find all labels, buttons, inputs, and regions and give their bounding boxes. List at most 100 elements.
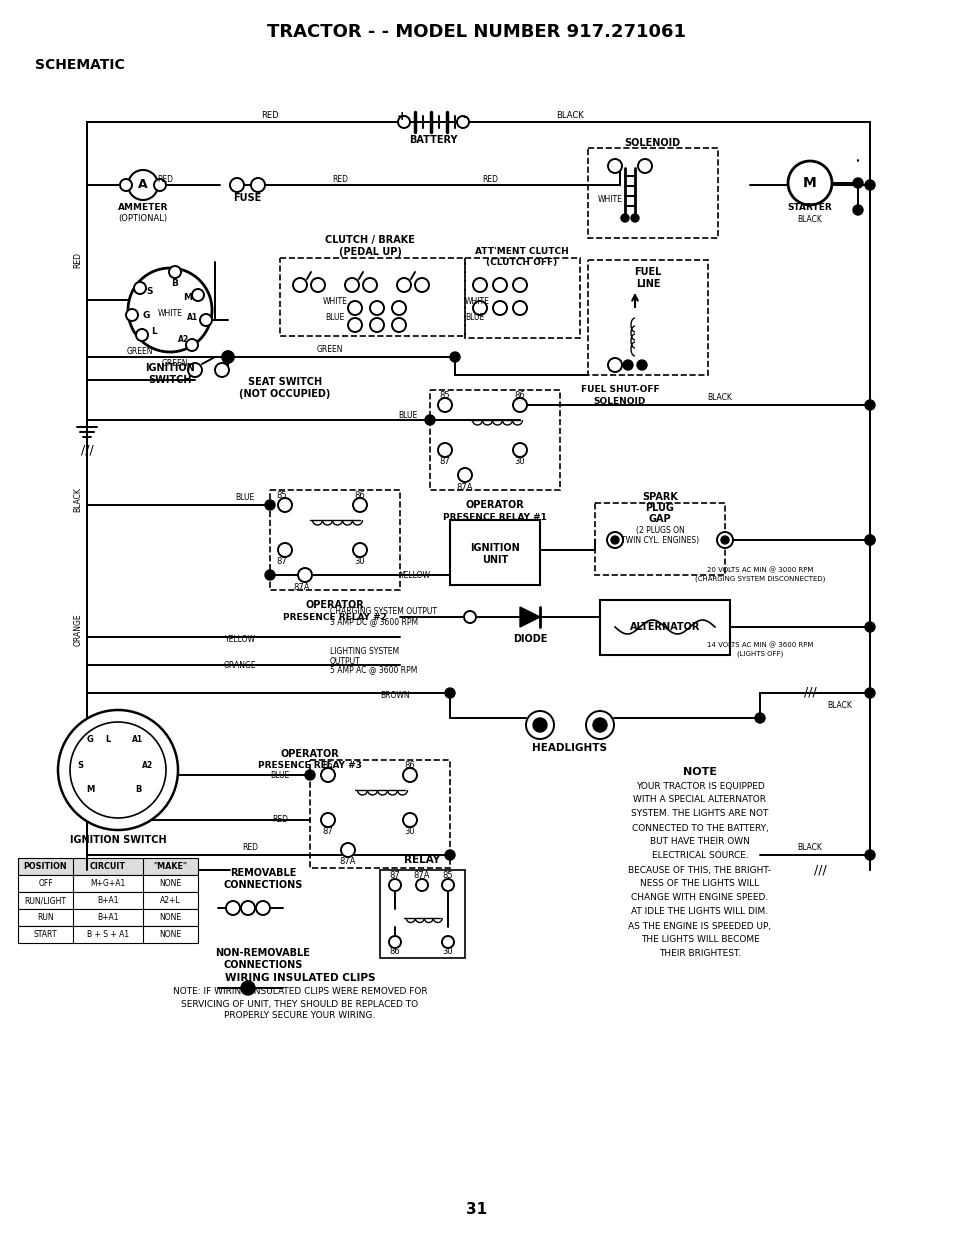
Text: NESS OF THE LIGHTS WILL: NESS OF THE LIGHTS WILL [639, 880, 759, 888]
Text: 86: 86 [389, 948, 400, 957]
Circle shape [230, 178, 244, 192]
Text: (LIGHTS OFF): (LIGHTS OFF) [736, 650, 782, 657]
Text: GAP: GAP [648, 514, 671, 524]
Text: RELAY: RELAY [403, 855, 439, 865]
Circle shape [188, 363, 202, 377]
Text: 87A: 87A [339, 857, 355, 866]
Text: WIRING INSULATED CLIPS: WIRING INSULATED CLIPS [225, 973, 375, 983]
Text: 87: 87 [439, 457, 450, 467]
Text: PLUG: PLUG [645, 503, 674, 513]
Text: SEAT SWITCH: SEAT SWITCH [248, 377, 322, 387]
Text: FUEL SHUT-OFF: FUEL SHUT-OFF [580, 385, 659, 394]
Bar [18, 926, 198, 943]
Circle shape [424, 415, 435, 425]
Circle shape [864, 535, 874, 545]
Circle shape [392, 318, 406, 332]
Text: 86: 86 [404, 761, 415, 769]
Circle shape [637, 361, 646, 370]
Bar [88, 776, 106, 784]
Bar [128, 776, 146, 784]
Text: AMMETER: AMMETER [117, 202, 168, 212]
Text: ORANGE: ORANGE [73, 613, 82, 647]
Text: (CLUTCH OFF): (CLUTCH OFF) [486, 259, 558, 268]
Text: BROWN: BROWN [380, 690, 410, 700]
Text: 86: 86 [355, 491, 365, 499]
Circle shape [128, 170, 158, 199]
Circle shape [456, 116, 469, 128]
Text: WITH A SPECIAL ALTERNATOR: WITH A SPECIAL ALTERNATOR [633, 795, 765, 804]
Circle shape [441, 935, 454, 948]
Circle shape [389, 878, 400, 891]
Text: 30: 30 [515, 457, 525, 467]
Text: A2: A2 [142, 761, 153, 769]
Circle shape [222, 351, 233, 363]
Text: RED: RED [272, 815, 288, 824]
Circle shape [473, 278, 486, 292]
Text: 31: 31 [466, 1203, 487, 1218]
Text: WHITE: WHITE [598, 196, 622, 204]
Circle shape [153, 178, 166, 191]
Text: M: M [802, 176, 816, 190]
Circle shape [277, 498, 292, 512]
Bar [280, 258, 464, 336]
Text: FUEL: FUEL [634, 266, 661, 278]
Text: B+A1: B+A1 [97, 896, 118, 904]
Text: CHANGE WITH ENGINE SPEED.: CHANGE WITH ENGINE SPEED. [631, 893, 768, 902]
Text: BLUE: BLUE [464, 313, 484, 322]
Text: RED: RED [157, 175, 172, 183]
Bar [270, 489, 399, 590]
Text: 87A: 87A [414, 871, 430, 880]
Circle shape [437, 398, 452, 413]
Text: BLUE: BLUE [325, 313, 344, 322]
Text: BATTERY: BATTERY [408, 135, 456, 145]
Circle shape [200, 313, 212, 326]
Bar [88, 762, 106, 769]
Text: NONE: NONE [159, 913, 181, 922]
Text: PRESENCE RELAY #1: PRESENCE RELAY #1 [442, 513, 546, 522]
Text: B: B [134, 786, 141, 794]
Circle shape [311, 278, 325, 292]
Text: B: B [172, 280, 178, 289]
Circle shape [353, 543, 367, 558]
Text: STARTER: STARTER [787, 203, 832, 213]
Text: REMOVABLE: REMOVABLE [230, 869, 295, 878]
Text: RED: RED [261, 110, 278, 119]
Circle shape [593, 717, 606, 732]
Circle shape [638, 159, 651, 173]
Circle shape [864, 622, 874, 632]
Text: TRACTOR - - MODEL NUMBER 917.271061: TRACTOR - - MODEL NUMBER 917.271061 [267, 24, 686, 41]
Text: S: S [77, 761, 83, 769]
Text: 14 VOLTS AC MIN @ 3600 RPM: 14 VOLTS AC MIN @ 3600 RPM [706, 642, 812, 648]
Text: BLACK: BLACK [797, 214, 821, 223]
Bar [128, 748, 146, 756]
Text: RED: RED [481, 175, 497, 183]
Text: 20 VOLTS AC MIN @ 3000 RPM: 20 VOLTS AC MIN @ 3000 RPM [706, 566, 812, 574]
Circle shape [192, 289, 204, 301]
Circle shape [320, 768, 335, 782]
Circle shape [864, 688, 874, 698]
Circle shape [277, 543, 292, 558]
Bar [450, 520, 539, 585]
Text: ALTERNATOR: ALTERNATOR [629, 622, 700, 632]
Text: M+G+A1: M+G+A1 [91, 878, 126, 888]
Text: SWITCH: SWITCH [148, 375, 192, 385]
Bar [18, 875, 198, 892]
Text: OPERATOR: OPERATOR [465, 501, 524, 510]
Text: SOLENOID: SOLENOID [593, 398, 645, 406]
Circle shape [402, 813, 416, 826]
Circle shape [297, 567, 312, 582]
Text: 85: 85 [439, 390, 450, 399]
Text: ORANGE: ORANGE [223, 660, 256, 669]
Text: BLACK: BLACK [797, 844, 821, 852]
Text: PRESENCE RELAY #3: PRESENCE RELAY #3 [258, 761, 361, 769]
Circle shape [720, 536, 728, 544]
Text: 86: 86 [514, 390, 525, 399]
Text: L: L [105, 736, 111, 745]
Circle shape [389, 935, 400, 948]
Circle shape [226, 901, 240, 914]
Text: -: - [462, 110, 467, 124]
Text: M: M [86, 786, 94, 794]
Text: FUSE: FUSE [233, 193, 261, 203]
Bar [599, 600, 729, 655]
Circle shape [513, 398, 526, 413]
